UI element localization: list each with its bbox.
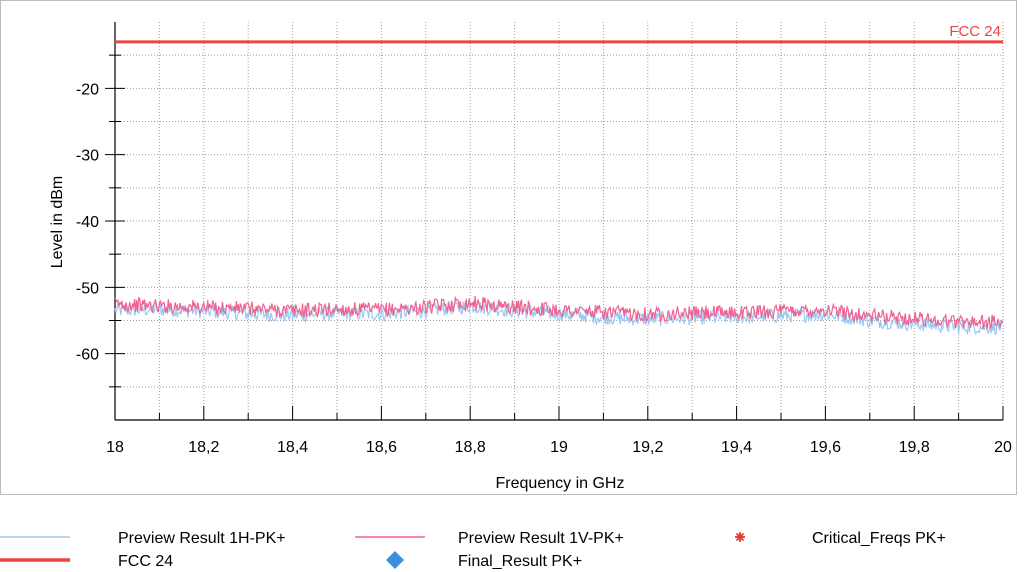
legend-entry-label: Preview Result 1V-PK+ xyxy=(458,530,624,547)
x-tick-labels: 18 18,2 18,4 18,6 18,8 19 19,2 19,4 19,6 19,8 20 xyxy=(106,439,1012,456)
x-tick-label: 19,8 xyxy=(899,439,930,456)
y-tick-label: -40 xyxy=(76,214,99,231)
y-tick-label: -30 xyxy=(76,148,99,165)
series-line-v xyxy=(114,295,1004,330)
y-axis-title: Level in dBm xyxy=(49,176,66,269)
legend-entry-label: Critical_Freqs PK+ xyxy=(812,530,946,547)
x-tick-label: 19,2 xyxy=(632,439,663,456)
chart-frame xyxy=(0,0,1017,495)
legend: Preview Result 1H-PK+ Preview Result 1V-P… xyxy=(0,530,946,570)
series-layer xyxy=(114,295,1004,336)
y-tick-label: -20 xyxy=(76,81,99,98)
x-tick-label: 18,6 xyxy=(366,439,397,456)
x-tick-label: 19,6 xyxy=(810,439,841,456)
limit-line-label: FCC 24 xyxy=(949,23,1001,40)
legend-entry-label: FCC 24 xyxy=(118,553,173,570)
x-tick-label: 19,4 xyxy=(721,439,752,456)
x-axis-title: Frequency in GHz xyxy=(496,475,625,492)
asterisk-stroke xyxy=(735,532,745,542)
x-tick-label: 18,8 xyxy=(455,439,486,456)
legend-entry-label: Preview Result 1H-PK+ xyxy=(118,530,286,547)
x-tick-label: 18 xyxy=(106,439,124,456)
x-tick-label: 19 xyxy=(550,439,568,456)
axes xyxy=(105,22,1004,421)
x-tick-label: 20 xyxy=(994,439,1012,456)
y-tick-label: -60 xyxy=(76,347,99,364)
legend-swatch xyxy=(735,532,745,542)
legend-swatch xyxy=(386,551,404,569)
y-tick-labels: -20 -30 -40 -50 -60 xyxy=(76,81,99,363)
y-tick-label: -50 xyxy=(76,280,99,297)
x-tick-label: 18,4 xyxy=(277,439,308,456)
grid xyxy=(114,22,1004,420)
legend-entry-label: Final_Result PK+ xyxy=(458,553,582,570)
limit-line-layer: FCC 24 xyxy=(115,23,1003,44)
x-tick-label: 18,2 xyxy=(188,439,219,456)
